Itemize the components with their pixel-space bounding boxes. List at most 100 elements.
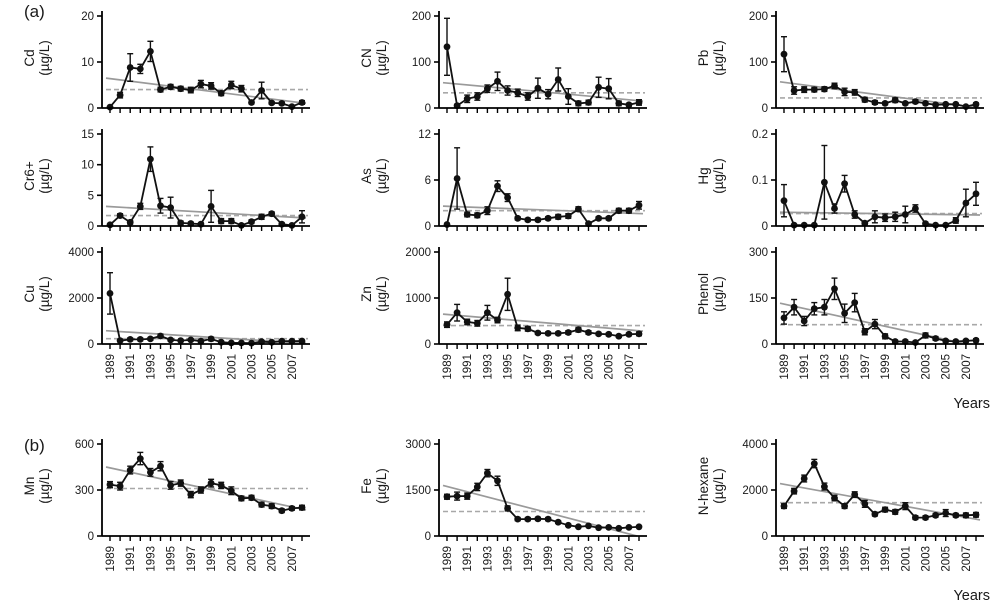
mn-point-1993 [147, 469, 154, 476]
nhexane-point-2002 [912, 514, 919, 521]
chart-fe: Fe (µg/L) 0 1500 3000 1989 1991 1993 1995 1997 199… [351, 434, 653, 588]
phenol-xtick-label: 1993 [819, 354, 831, 380]
as-analyte-name: As [358, 168, 374, 184]
cn-plot: 0 100 200 [412, 11, 647, 115]
phenol-point-1990 [790, 303, 798, 311]
mn-xtick-label: 1991 [125, 546, 137, 572]
cu-xtick-label: 1993 [145, 354, 157, 380]
cd-point-1994 [157, 86, 164, 93]
nhexane-point-1994 [831, 494, 838, 502]
fe-point-1996 [514, 515, 522, 523]
nhexane-ytick-label: 4000 [742, 439, 768, 451]
nhexane-point-2005 [942, 509, 950, 517]
as-plot: 0 6 12 [418, 129, 647, 233]
nhexane-point-2008 [972, 511, 980, 519]
phenol-point-1994 [831, 285, 838, 293]
cu-xtick-label: 1999 [206, 354, 218, 380]
as-point-2008 [635, 201, 643, 209]
zn-xtick-label: 1993 [482, 354, 494, 380]
nhexane-point-2007 [962, 511, 970, 519]
cd-plot: 0 10 20 [81, 11, 310, 115]
zn-plot: 0 1000 2000 1989 1991 1993 1995 1997 1999 2001 200… [405, 247, 647, 380]
cr6-point-1990 [116, 212, 124, 219]
mn-ytick-label: 300 [75, 485, 94, 497]
nhexane-plot: 0 2000 4000 1989 1991 1993 1995 1997 1999 2001 200… [742, 439, 984, 572]
zn-point-2007 [625, 330, 633, 338]
cu-xtick-label: 2007 [287, 354, 299, 380]
nhexane-point-2006 [952, 511, 960, 519]
fe-xtick-label: 1999 [543, 546, 555, 572]
hg-series-line [783, 179, 977, 226]
zn-point-1996 [514, 324, 522, 332]
nhexane-ytick-label: 0 [762, 531, 768, 543]
zn-point-1989 [443, 321, 451, 329]
mn-point-2003 [248, 494, 255, 502]
phenol-series-line [783, 286, 977, 344]
nhexane-point-1992 [810, 460, 818, 467]
pb-point-1991 [800, 86, 808, 93]
nhexane-point-2004 [932, 511, 939, 519]
nhexane-point-1999 [881, 506, 889, 513]
pb-point-2002 [912, 98, 919, 105]
nhexane-xtick-label: 1993 [819, 546, 831, 572]
hg-trend-line [779, 211, 981, 216]
as-point-1995 [504, 194, 511, 201]
cu-point-1998 [197, 337, 205, 345]
mn-point-1992 [136, 455, 144, 462]
cu-analyte-name: Cu [21, 285, 37, 303]
mn-plot: 0 300 600 1989 1991 1993 1995 1997 1999 2001 2003 2… [75, 439, 310, 572]
pb-point-2008 [972, 100, 980, 108]
cu-xtick-label: 2003 [247, 354, 259, 380]
pb-point-1989 [780, 50, 788, 58]
nhexane-unit-label: (µg/L) [711, 468, 726, 504]
zn-unit-label: (µg/L) [374, 276, 389, 312]
as-point-2007 [625, 207, 633, 215]
phenol-point-1998 [871, 320, 879, 328]
fe-point-1994 [494, 477, 501, 485]
zn-point-1992 [473, 319, 481, 327]
phenol-point-1991 [800, 317, 808, 325]
fe-ytick-label: 1500 [405, 485, 431, 497]
nhexane-point-1995 [841, 502, 848, 510]
mn-point-1990 [116, 482, 124, 490]
cu-point-1994 [157, 332, 164, 340]
phenol-point-1992 [810, 305, 818, 313]
hg-unit-label: (µg/L) [711, 158, 726, 194]
pb-ytick-label: 0 [762, 103, 768, 115]
nhexane-y-axis-label: N-hexane (µg/L) [688, 434, 734, 538]
cu-xtick-label: 1997 [186, 354, 198, 380]
fe-point-2003 [585, 522, 592, 530]
cu-unit-label: (µg/L) [37, 276, 52, 312]
zn-point-1995 [504, 290, 511, 298]
as-point-2000 [554, 213, 562, 221]
cn-point-1994 [494, 77, 501, 85]
cu-ytick-label: 0 [88, 339, 94, 351]
phenol-unit-label: (µg/L) [711, 276, 726, 312]
nhexane-point-2000 [891, 508, 899, 516]
pb-point-2000 [891, 96, 899, 104]
nhexane-point-1993 [821, 483, 828, 490]
cn-point-1991 [463, 95, 471, 103]
zn-point-1990 [453, 309, 461, 317]
pb-point-1993 [821, 85, 828, 93]
cr6-point-1992 [136, 203, 144, 210]
mn-xtick-label: 1993 [145, 546, 157, 572]
mn-point-2001 [227, 487, 235, 495]
mn-point-1996 [177, 479, 185, 487]
cr6-point-1994 [157, 202, 164, 210]
nhexane-analyte-name: N-hexane [695, 456, 711, 516]
cd-y-axis-label: Cd (µg/L) [14, 6, 60, 110]
pb-point-2006 [952, 100, 960, 108]
panel-a-row-3: Cu (µg/L) 0 2000 4000 1989 1991 1993 1995 1997 199… [14, 242, 990, 396]
pb-point-2005 [942, 100, 950, 108]
phenol-xtick-label: 1995 [840, 354, 852, 380]
cd-trend-line [105, 77, 307, 105]
mn-ytick-label: 600 [75, 439, 94, 451]
cd-point-1996 [177, 85, 185, 93]
phenol-point-1993 [821, 303, 828, 311]
phenol-xtick-label: 1999 [880, 354, 892, 380]
zn-xtick-label: 1997 [523, 354, 535, 380]
mn-trend-line [105, 466, 307, 511]
phenol-xtick-label: 1997 [860, 354, 872, 380]
mn-point-1989 [106, 481, 114, 488]
